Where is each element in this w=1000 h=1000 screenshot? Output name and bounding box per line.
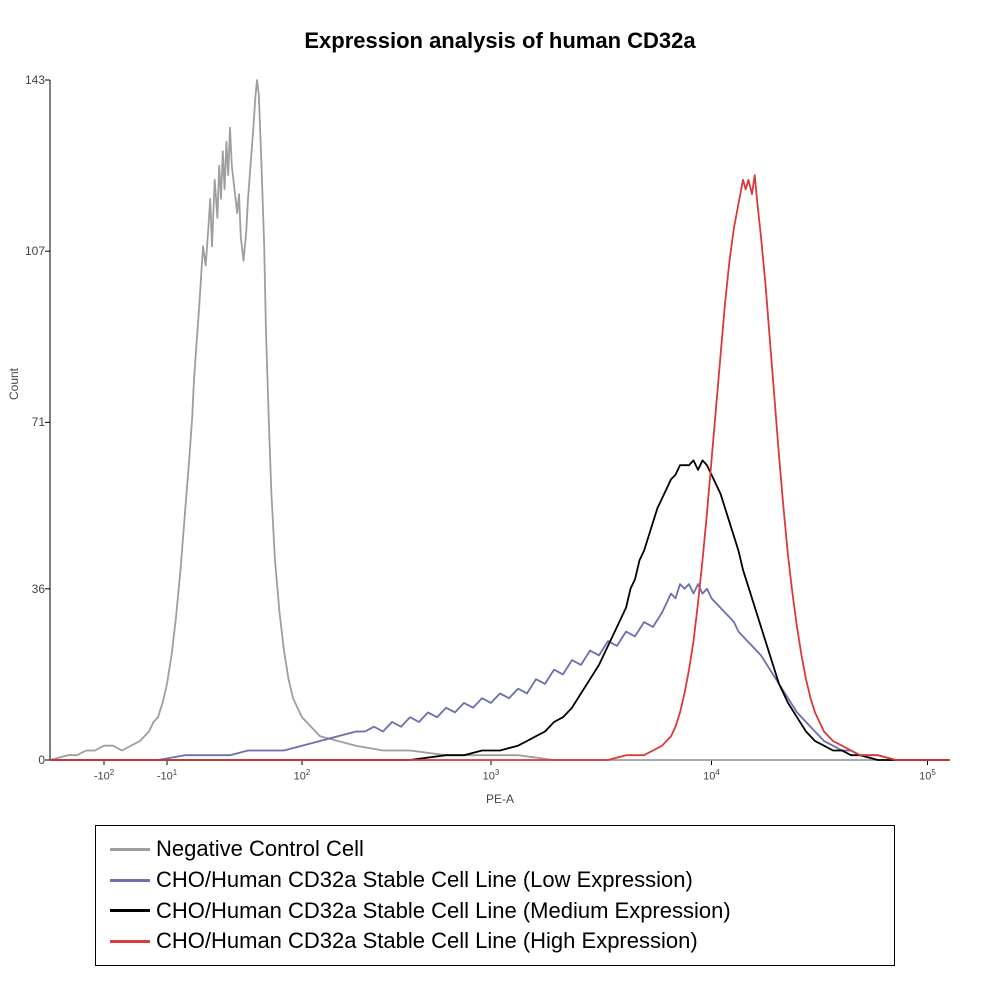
y-tick-label: 71 — [15, 415, 45, 429]
legend-swatch — [110, 940, 150, 943]
series-line — [50, 80, 950, 760]
x-tick-label: -102 — [94, 768, 114, 783]
x-axis-label: PE-A — [0, 792, 1000, 806]
legend-swatch — [110, 879, 150, 882]
series-line — [50, 584, 950, 760]
legend-item: CHO/Human CD32a Stable Cell Line (High E… — [110, 926, 880, 957]
legend-swatch — [110, 909, 150, 912]
legend-label: CHO/Human CD32a Stable Cell Line (Low Ex… — [156, 865, 693, 896]
y-tick-label: 0 — [15, 753, 45, 767]
legend-label: CHO/Human CD32a Stable Cell Line (Medium… — [156, 896, 731, 927]
y-tick-label: 107 — [15, 244, 45, 258]
legend-item: CHO/Human CD32a Stable Cell Line (Medium… — [110, 896, 880, 927]
series-line — [50, 175, 950, 760]
x-tick-label: 104 — [703, 768, 720, 783]
legend-label: Negative Control Cell — [156, 834, 364, 865]
chart-container: Expression analysis of human CD32a Count… — [0, 0, 1000, 1000]
y-tick-label: 36 — [15, 582, 45, 596]
chart-title: Expression analysis of human CD32a — [0, 28, 1000, 54]
x-tick-label: 105 — [919, 768, 936, 783]
legend-item: CHO/Human CD32a Stable Cell Line (Low Ex… — [110, 865, 880, 896]
x-tick-label: -101 — [157, 768, 177, 783]
plot-area — [50, 80, 950, 760]
y-tick-label: 143 — [15, 73, 45, 87]
y-axis-label: Count — [7, 368, 21, 400]
legend-item: Negative Control Cell — [110, 834, 880, 865]
legend-label: CHO/Human CD32a Stable Cell Line (High E… — [156, 926, 698, 957]
x-tick-label: 102 — [294, 768, 311, 783]
legend-swatch — [110, 848, 150, 851]
x-tick-label: 103 — [483, 768, 500, 783]
legend: Negative Control CellCHO/Human CD32a Sta… — [95, 825, 895, 966]
